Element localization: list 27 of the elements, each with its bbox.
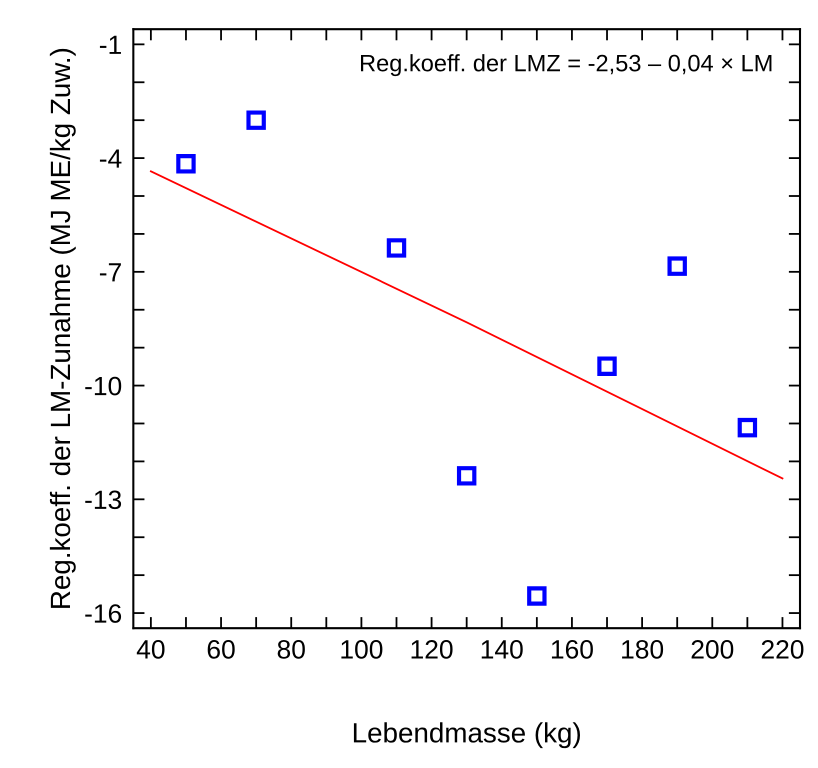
y-tick-label: -13 [85, 490, 122, 510]
annotation: Reg.koeff. der LMZ = -2,53 – 0,04 × LM [360, 54, 772, 76]
x-tick-label: 140 [482, 640, 523, 659]
point [527, 586, 547, 606]
point [456, 466, 476, 486]
x-tick-label: 40 [136, 640, 165, 659]
x-tick-label: 160 [552, 640, 593, 659]
x-tick-label: 60 [208, 640, 235, 659]
y-tick-label: -10 [85, 376, 122, 396]
point [246, 110, 266, 130]
point [738, 418, 758, 438]
y-tick-label: -4 [100, 150, 122, 168]
x-tick-label: 200 [692, 640, 734, 659]
x-tick-label: 180 [622, 640, 664, 659]
point [176, 154, 196, 174]
x-tick-label: 220 [762, 640, 804, 659]
y-tick-label: -16 [85, 604, 122, 623]
point [597, 356, 617, 376]
y-axis-title: Reg.koeff. der LM-Zunahme (MJ ME/kg Zuw.) [50, 48, 76, 608]
point [386, 238, 406, 258]
y-tick-label: -1 [100, 36, 121, 54]
x-tick-label: 80 [278, 640, 305, 659]
x-axis-title: Lebendmasse (kg) [354, 722, 580, 748]
x-tick-label: 120 [412, 640, 453, 659]
x-tick-label: 100 [341, 640, 382, 659]
y-tick-label: -7 [100, 263, 121, 282]
point [667, 256, 687, 276]
